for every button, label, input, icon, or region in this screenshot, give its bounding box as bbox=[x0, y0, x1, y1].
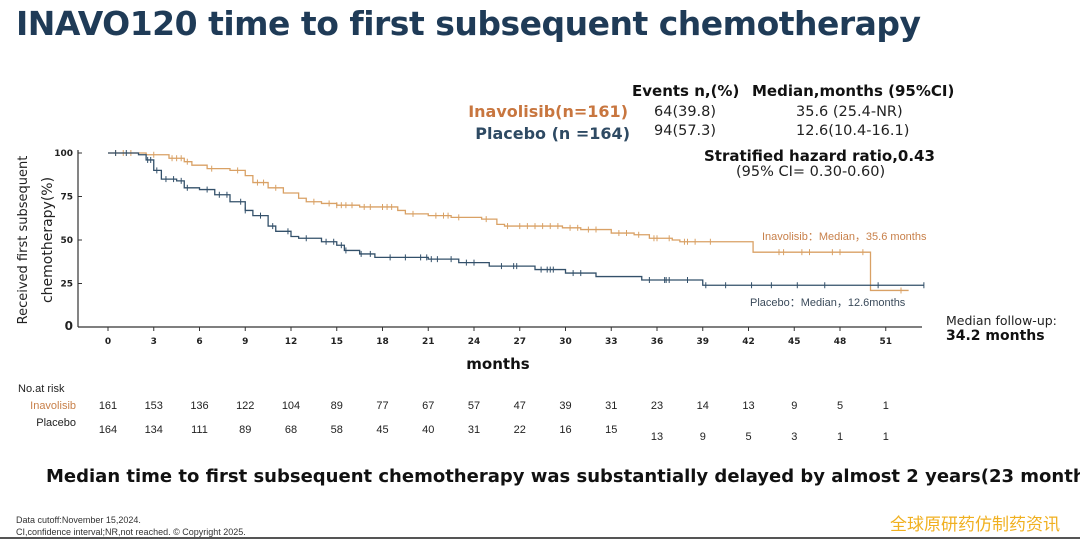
annotation-placebo: Placebo：Median，12.6months bbox=[750, 297, 906, 309]
risk-cell: 77 bbox=[376, 400, 389, 412]
x-tick-label: 48 bbox=[834, 337, 847, 347]
events-inavolisib: 64(39.8) bbox=[654, 104, 717, 120]
hazard-ratio: Stratified hazard ratio,0.43 bbox=[704, 147, 935, 165]
median-placebo: 12.6(10.4-16.1) bbox=[796, 123, 910, 139]
risk-cell: 134 bbox=[144, 424, 163, 436]
median-inavolisib: 35.6 (25.4-NR) bbox=[796, 104, 903, 120]
legend-placebo: Placebo (n =164) bbox=[475, 124, 630, 143]
median-header: Median,months (95%CI) bbox=[752, 82, 955, 100]
hazard-ci: (95% CI= 0.30-0.60) bbox=[736, 164, 886, 180]
x-tick-label: 33 bbox=[605, 337, 618, 347]
x-axis-label: months bbox=[466, 355, 529, 373]
risk-cell: 13 bbox=[650, 431, 664, 443]
risk-cell: 104 bbox=[281, 400, 301, 412]
y-tick-label: 50 bbox=[60, 236, 73, 246]
risk-cell: 67 bbox=[422, 400, 435, 412]
x-tick-label: 42 bbox=[742, 337, 755, 347]
risk-cell: 136 bbox=[190, 400, 209, 412]
risk-cell: 39 bbox=[559, 400, 572, 412]
risk-cell: 5 bbox=[745, 431, 752, 443]
y-tick-label: 25 bbox=[60, 280, 73, 290]
events-placebo: 94(57.3) bbox=[654, 123, 717, 139]
risk-label-placebo: Placebo bbox=[36, 417, 76, 429]
risk-cell: 153 bbox=[144, 400, 163, 412]
annotation-inavolisib: Inavolisib：Median，35.6 months bbox=[762, 231, 927, 243]
x-tick-label: 15 bbox=[330, 337, 343, 347]
risk-cell: 47 bbox=[513, 400, 526, 412]
x-tick-label: 9 bbox=[242, 337, 248, 347]
risk-cell: 14 bbox=[696, 400, 709, 412]
x-tick-label: 51 bbox=[879, 337, 892, 347]
risk-cell: 16 bbox=[559, 424, 572, 436]
risk-cell: 31 bbox=[605, 400, 618, 412]
risk-cell: 13 bbox=[742, 400, 755, 412]
events-header: Events n,(%) bbox=[632, 82, 740, 100]
x-tick-label: 24 bbox=[468, 337, 481, 347]
x-tick-label: 27 bbox=[513, 337, 526, 347]
x-tick-label: 39 bbox=[696, 337, 709, 347]
x-tick-label: 6 bbox=[196, 337, 202, 347]
x-tick-label: 30 bbox=[559, 337, 572, 347]
divider bbox=[0, 537, 1080, 539]
footnote-abbrev: CI,confidence interval;NR,not reached. ©… bbox=[16, 527, 246, 537]
risk-cell: 57 bbox=[467, 400, 481, 412]
x-tick-label: 0 bbox=[105, 337, 111, 347]
risk-cell: 9 bbox=[791, 400, 798, 412]
curve-placebo bbox=[108, 152, 924, 286]
x-tick-label: 3 bbox=[151, 337, 157, 347]
followup-label: Median follow-up: bbox=[946, 313, 1057, 328]
curve-inavolisib bbox=[108, 152, 909, 292]
headline: Median time to first subsequent chemothe… bbox=[46, 466, 1080, 487]
followup-value: 34.2 months bbox=[946, 328, 1045, 344]
risk-cell: 1 bbox=[882, 400, 889, 412]
risk-cell: 31 bbox=[467, 424, 481, 436]
risk-cell: 45 bbox=[376, 424, 389, 436]
page-title: INAVO120 time to first subsequent chemot… bbox=[16, 4, 921, 43]
risk-cell: 164 bbox=[98, 424, 118, 436]
risk-cell: 15 bbox=[605, 424, 618, 436]
y-tick-label: 100 bbox=[54, 149, 73, 159]
risk-cell: 5 bbox=[836, 400, 844, 412]
risk-label-inavolisib: Inavolisib bbox=[30, 400, 76, 412]
x-tick-label: 45 bbox=[788, 337, 801, 347]
risk-cell: 3 bbox=[791, 431, 798, 443]
x-tick-label: 12 bbox=[285, 337, 298, 347]
y-axis-label-line1: Received first subsequent bbox=[16, 156, 31, 325]
risk-cell: 111 bbox=[191, 424, 208, 436]
risk-cell: 58 bbox=[330, 424, 343, 436]
x-tick-label: 18 bbox=[376, 337, 389, 347]
risk-cell: 9 bbox=[699, 431, 706, 443]
x-tick-label: 36 bbox=[651, 337, 664, 347]
risk-cell: 22 bbox=[513, 424, 526, 436]
legend-inavolisib: Inavolisib(n=161) bbox=[468, 102, 628, 121]
risk-cell: 122 bbox=[236, 400, 255, 412]
risk-cell: 89 bbox=[330, 400, 343, 412]
risk-cell: 161 bbox=[98, 400, 118, 412]
x-tick-label: 21 bbox=[422, 337, 435, 347]
y-tick-label: 75 bbox=[60, 193, 73, 203]
risk-cell: 1 bbox=[836, 431, 844, 443]
risk-cell: 1 bbox=[882, 431, 889, 443]
y-axis-label-line2: chemotherapy(%) bbox=[40, 177, 56, 303]
risk-table-header: No.at risk bbox=[18, 383, 65, 395]
risk-cell: 40 bbox=[422, 424, 435, 436]
risk-cell: 23 bbox=[650, 400, 664, 412]
footnote-cutoff: Data cutoff:November 15,2024. bbox=[16, 515, 141, 525]
y-tick-label: 0 bbox=[65, 319, 73, 333]
risk-cell: 68 bbox=[284, 424, 298, 436]
risk-cell: 89 bbox=[239, 424, 252, 436]
watermark: 全球原研药仿制药资讯 bbox=[890, 515, 1060, 535]
